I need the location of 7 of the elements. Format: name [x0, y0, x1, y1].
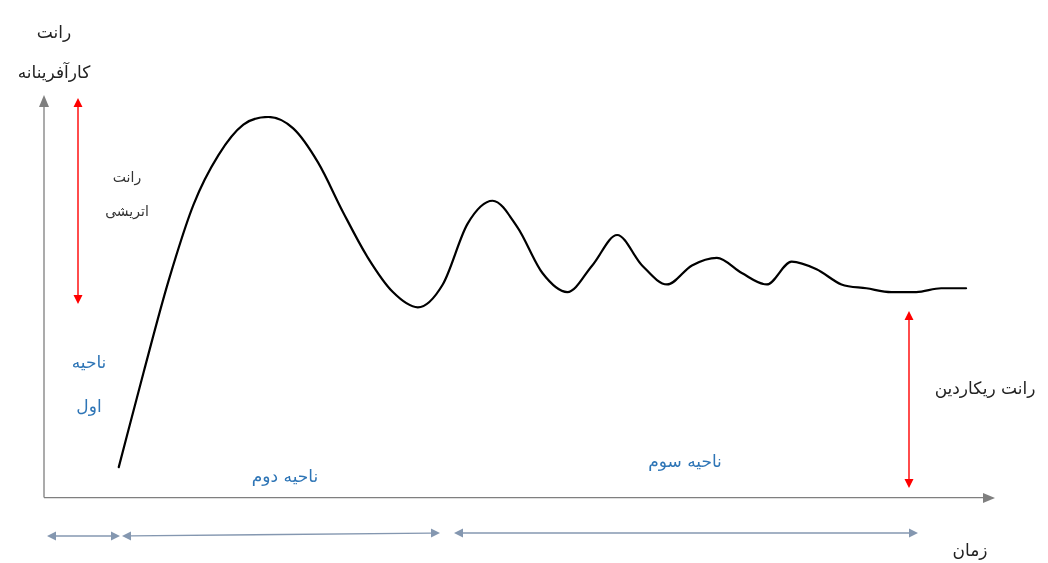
y-axis-title: رانت کارآفرینانه	[16, 21, 92, 84]
text: ناحیه اول	[71, 352, 107, 416]
annotation: ناحیه دوم	[250, 466, 320, 486]
annotation: رانت ریکاردین	[933, 378, 1037, 398]
x-axis-title: زمان	[951, 540, 989, 560]
annotation: ناحیه سوم	[647, 451, 723, 471]
text: رانت اتریشی	[105, 169, 149, 219]
